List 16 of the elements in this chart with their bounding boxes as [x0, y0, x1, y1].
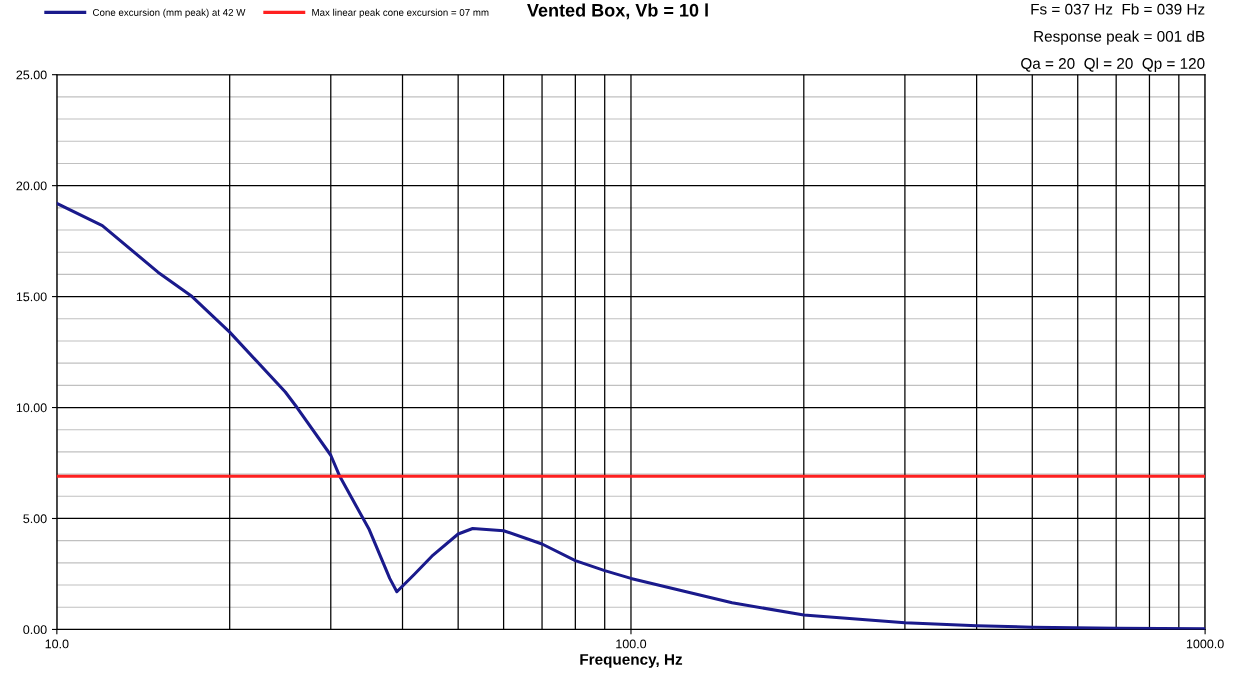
text: Response peak = 001 dB	[1034, 30, 1205, 45]
x-axis-title: Frequency, Hz	[580, 654, 683, 668]
text: Qa = 20 Ql = 20 Qp = 120	[1021, 57, 1205, 72]
legend-label: Max linear peak cone excursion = 07 mm	[312, 8, 489, 18]
legend-label: Cone excursion (mm peak) at 42 W	[92, 8, 246, 18]
text: Fs = 037 Hz Fb = 039 Hz	[1031, 3, 1205, 15]
y-tick-label: 15.00	[16, 292, 47, 302]
y-tick-label: 10.00	[16, 403, 47, 413]
y-tick-label: 25.00	[16, 70, 47, 80]
chart-title: Vented Box, Vb = 10 l	[527, 3, 708, 20]
y-tick-label: 5.00	[23, 514, 47, 524]
y-tick-label: 20.00	[16, 181, 47, 191]
y-tick-label: 0.00	[23, 625, 47, 635]
x-tick-label: 1000.0	[1186, 639, 1224, 649]
x-tick-label: 10.0	[45, 639, 69, 649]
x-tick-label: 100.0	[616, 639, 647, 649]
